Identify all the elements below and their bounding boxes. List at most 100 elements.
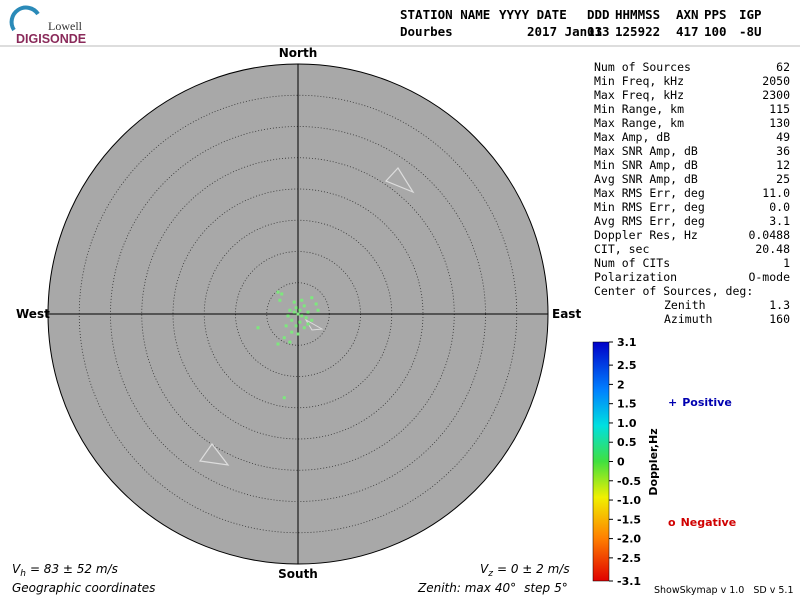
logo-top: Lowell: [48, 19, 83, 33]
south-label: South: [278, 567, 318, 581]
stat-label: Min Freq, kHz: [594, 74, 684, 88]
source-point: [276, 342, 280, 346]
source-point: [294, 306, 298, 310]
colorbar-tick-label: 0: [617, 456, 625, 469]
colorbar-tick-label: -3.1: [617, 575, 641, 588]
stat-label: Max Amp, dB: [594, 130, 670, 144]
header-value: 2017 Jan13: [527, 24, 602, 39]
stat-label: Avg RMS Err, deg: [594, 214, 705, 228]
source-point: [300, 298, 304, 302]
sources: [256, 290, 320, 400]
colorbar-tick-label: 1.0: [617, 417, 637, 430]
source-point: [298, 320, 302, 324]
stat-label: Min SNR Amp, dB: [594, 158, 698, 172]
logo-arc: [9, 5, 40, 32]
source-point: [292, 300, 296, 304]
stat-value: 20.48: [755, 242, 790, 256]
source-point: [286, 314, 290, 318]
prefix: Zenith: max: [417, 581, 492, 595]
colorbar-tick-label: 2: [617, 378, 625, 391]
center-row-value: 1.3: [769, 298, 790, 312]
stat-value: 3.1: [769, 214, 790, 228]
stat-value: 0.0: [769, 200, 790, 214]
source-point: [310, 296, 314, 300]
colorbar-tick-label: 0.5: [617, 436, 637, 449]
symbol: o: [668, 516, 676, 529]
logo: Lowell DIGISONDE: [9, 5, 86, 46]
antenna-marker: [384, 167, 415, 194]
vertical-velocity: Vz = 0 ± 2 m/s: [480, 562, 570, 579]
horizontal-velocity: Vh = 83 ± 52 m/s: [12, 562, 118, 579]
source-point: [306, 310, 310, 314]
unit: °: [562, 581, 568, 595]
unit: °: [510, 581, 516, 595]
source-point: [282, 336, 286, 340]
stat-value: 12: [776, 158, 790, 172]
stat-value: 36: [776, 144, 790, 158]
header-value: 125922: [615, 24, 660, 39]
colorbar-title: Doppler,Hz: [647, 428, 660, 495]
header-label: HHMMSS: [615, 7, 660, 22]
center-row-label: Zenith: [664, 298, 706, 312]
source-point: [296, 332, 300, 336]
center-row-value: 160: [769, 312, 790, 326]
colorbar-tick-label: -2.5: [617, 552, 641, 565]
zenith-info: Zenith: max 40° step 5°: [417, 581, 568, 595]
stat-label: Num of Sources: [594, 60, 691, 74]
header-label: STATION NAME: [400, 7, 490, 22]
center-label: Center of Sources, deg:: [594, 284, 753, 298]
source-point: [282, 396, 286, 400]
stat-value: 130: [769, 116, 790, 130]
stat-label: Min Range, km: [594, 102, 684, 116]
source-point: [310, 318, 314, 322]
source-point: [300, 314, 304, 318]
max: 40: [495, 581, 511, 595]
stat-value: 2050: [762, 74, 790, 88]
source-point: [284, 324, 288, 328]
source-point: [290, 330, 294, 334]
stat-label: CIT, sec: [594, 242, 649, 256]
colorbar-tick-label: -1.0: [617, 494, 641, 507]
legend-positive: + Positive: [668, 396, 732, 409]
symbol: V: [12, 562, 21, 576]
header-label: AXN: [676, 7, 699, 22]
colorbar-tick-label: 1.5: [617, 398, 637, 411]
step: 5: [554, 581, 562, 595]
label: Negative: [681, 516, 737, 529]
stats-table: Num of Sources 62 Min Freq, kHz 2050 Max Fre…: [594, 60, 790, 326]
stat-value: O-mode: [748, 270, 790, 284]
stat-label: Polarization: [594, 270, 677, 284]
colorbar-tick-label: -2.0: [617, 533, 641, 546]
source-point: [276, 290, 280, 294]
stat-label: Num of CITs: [594, 256, 670, 270]
source-point: [288, 308, 292, 312]
source-point: [302, 304, 306, 308]
source-point: [292, 310, 296, 314]
header-label: IGP: [739, 7, 762, 22]
header-label: DDD: [587, 7, 610, 22]
colorbar-tick-label: 2.5: [617, 359, 637, 372]
symbol: V: [480, 562, 489, 576]
source-point: [298, 308, 302, 312]
stat-value: 115: [769, 102, 790, 116]
source-point: [314, 302, 318, 306]
center-row-label: Azimuth: [664, 312, 712, 326]
source-point: [294, 324, 298, 328]
header-value: 013: [587, 24, 610, 39]
value: = 83 ± 52 m/s: [30, 562, 118, 576]
header-value: -8U: [739, 24, 762, 39]
subscript: h: [20, 569, 26, 579]
header-label: PPS: [704, 7, 727, 22]
legend-negative: o Negative: [668, 516, 736, 529]
source-point: [288, 340, 292, 344]
source-point: [256, 326, 260, 330]
header-value: 417: [676, 24, 699, 39]
source-point: [290, 318, 294, 322]
stat-label: Max SNR Amp, dB: [594, 144, 698, 158]
source-point: [302, 326, 306, 330]
version: ShowSkymap v 1.0 SD v 5.1: [654, 585, 794, 596]
stat-value: 1: [783, 256, 790, 270]
stat-label: Avg SNR Amp, dB: [594, 172, 698, 186]
